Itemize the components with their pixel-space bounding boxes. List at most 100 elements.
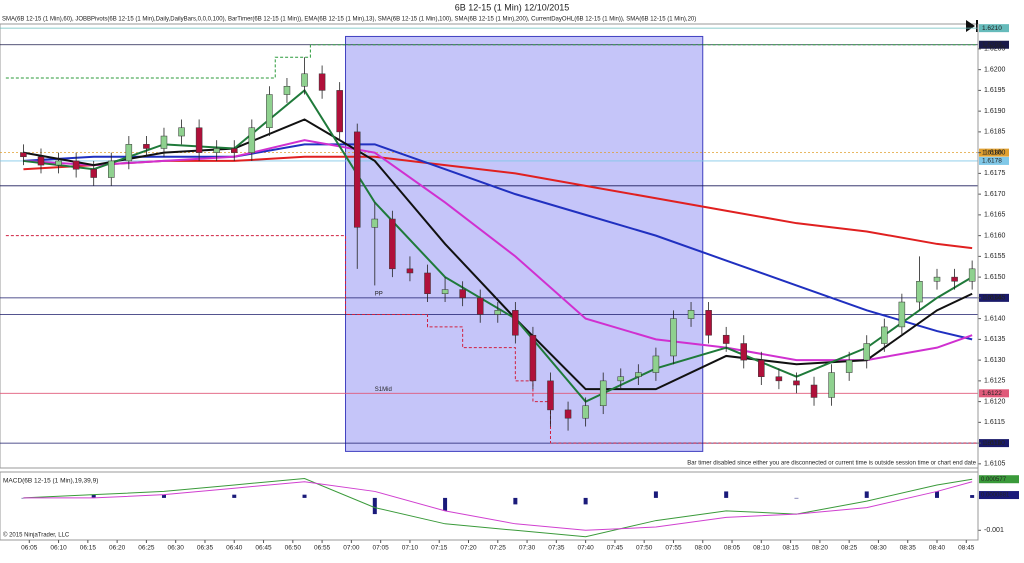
candle-body [318, 73, 326, 91]
x-tick-label: 07:40 [577, 545, 594, 552]
x-tick-label: 08:45 [958, 545, 975, 552]
level-price-box [979, 24, 1009, 33]
y-tick-label: 1.6145 [984, 295, 1006, 302]
candle-body [828, 372, 835, 398]
candle-body [845, 359, 853, 373]
level-price-box [979, 439, 1009, 448]
x-tick-label: 06:15 [80, 545, 97, 552]
macd-value-box [979, 475, 1019, 484]
y-tick-label: 1.6200 [984, 66, 1006, 73]
y-tick-label: 1.6110 [984, 440, 1005, 447]
macd-line [23, 481, 973, 531]
candle-body [441, 289, 449, 294]
candle-body [933, 276, 941, 282]
candle-body [916, 281, 923, 303]
x-tick-label: 06:30 [168, 545, 185, 552]
candle-body [775, 376, 783, 382]
candle-body [371, 218, 379, 228]
macd-histogram-bar [443, 497, 448, 511]
candle-body [793, 380, 800, 386]
x-tick-label: 07:25 [490, 545, 507, 552]
candle-body [459, 289, 466, 299]
macd-value-label: 0.0000881 [981, 493, 1010, 499]
candle-body [231, 148, 238, 153]
y-tick-label: 1.6175 [984, 170, 1006, 177]
candle-body [389, 218, 396, 270]
candle-body [529, 334, 537, 382]
level-price-label: 1.6210 [982, 25, 1002, 32]
scroll-end-button[interactable] [966, 20, 978, 32]
end-bar-icon[interactable] [976, 20, 978, 32]
bar-timer-note: Bar timer disabled since either you are … [687, 461, 976, 467]
x-tick-label: 06:25 [138, 545, 155, 552]
candle-body [178, 127, 185, 137]
x-tick-label: 07:05 [373, 545, 390, 552]
x-tick-label: 08:35 [900, 545, 917, 552]
candle-body [687, 310, 695, 319]
candle-body [547, 380, 554, 411]
y-tick-label: 1.6105 [984, 461, 1006, 468]
chart-title: 6B 12-15 (1 Min) 12/10/2015 [455, 2, 570, 12]
x-tick-label: 08:05 [724, 545, 741, 552]
macd-histogram-bar [970, 495, 975, 498]
y-tick-label: 1.6125 [984, 378, 1006, 385]
x-tick-label: 06:20 [109, 545, 126, 552]
macd-value-label: 0.000577 [981, 477, 1007, 483]
x-tick-label: 07:55 [665, 545, 682, 552]
moving-average [23, 143, 973, 341]
moving-average [23, 139, 973, 362]
play-icon[interactable] [966, 20, 975, 32]
candle-body [705, 310, 712, 336]
macd-histogram-bar [794, 497, 799, 499]
candle-body [512, 310, 519, 336]
candle-body [143, 144, 150, 149]
candle-body [406, 268, 414, 274]
level-price-label: 1.6178 [982, 158, 1002, 165]
candle-body [494, 310, 502, 315]
level-price-label: 1.6146 [982, 295, 1002, 302]
y-tick-label: 1.6180 [984, 149, 1006, 156]
macd-line [23, 477, 973, 538]
y-tick-label: 1.6130 [984, 357, 1006, 364]
moving-average [23, 155, 973, 250]
level-price-box [979, 389, 1009, 398]
candle-body [283, 85, 291, 95]
level-price-label: 1.6122 [982, 390, 1002, 397]
y-tick-label: 1.6185 [984, 129, 1006, 136]
macd-histogram-bar [232, 494, 237, 498]
x-tick-label: 08:20 [812, 545, 829, 552]
y-tick-label: 1.6120 [984, 398, 1006, 405]
macd-histogram-bar [513, 497, 518, 505]
x-tick-label: 07:30 [519, 545, 536, 552]
y-tick-label: 1.6170 [984, 191, 1006, 198]
candle-body [37, 156, 45, 166]
macd-histogram-bar [302, 494, 307, 498]
candle-body [336, 90, 343, 133]
candle-body [599, 380, 607, 407]
x-tick-label: 08:10 [753, 545, 770, 552]
candle-body [90, 168, 97, 178]
x-tick-label: 06:50 [285, 545, 302, 552]
ohl-step-line [5, 44, 978, 79]
x-tick-label: 07:20 [460, 545, 477, 552]
candle-body [248, 127, 256, 153]
y-tick-label: 1.6135 [984, 336, 1006, 343]
x-tick-label: 07:10 [402, 545, 419, 552]
x-tick-label: 07:50 [636, 545, 653, 552]
candle-body [195, 127, 203, 153]
candle-body [301, 73, 308, 87]
x-tick-label: 08:30 [870, 545, 887, 552]
x-tick-label: 06:35 [197, 545, 214, 552]
macd-histogram-bar [161, 494, 166, 498]
candle-body [740, 343, 747, 361]
candle-body [160, 135, 168, 149]
candle-body [20, 152, 27, 158]
y-tick-label: 1.6155 [984, 253, 1006, 260]
candle-body [564, 409, 572, 419]
x-tick-label: 06:40 [226, 545, 243, 552]
copyright: © 2015 NinjaTrader, LLC [3, 532, 70, 539]
x-tick-label: 08:25 [841, 545, 858, 552]
